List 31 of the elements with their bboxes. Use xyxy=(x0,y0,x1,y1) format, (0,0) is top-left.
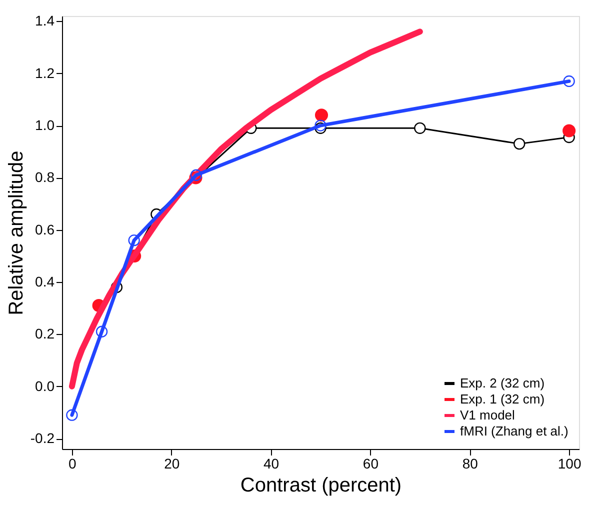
x-tick-label: 100 xyxy=(558,456,582,472)
x-tick-label: 40 xyxy=(264,456,280,472)
x-axis-title: Contrast (percent) xyxy=(240,474,402,496)
point xyxy=(190,169,202,181)
point xyxy=(563,75,575,88)
point xyxy=(562,124,576,138)
y-tick-label: 1.0 xyxy=(35,117,55,134)
x-tick-label: 0 xyxy=(68,456,77,472)
point xyxy=(128,234,140,246)
x-tick-label: 80 xyxy=(462,456,478,472)
y-tick-label: 1.2 xyxy=(35,64,55,81)
x-tick-label: 20 xyxy=(164,456,180,472)
y-tick-label: -0.2 xyxy=(30,430,55,446)
x-tick-label: 60 xyxy=(362,456,379,472)
point xyxy=(514,138,526,150)
y-tick-label: 0.8 xyxy=(35,169,55,186)
point xyxy=(314,108,328,122)
y-tick-label: 0.2 xyxy=(35,326,55,342)
legend-label: fMRI (Zhang et al.) xyxy=(460,424,568,438)
y-tick-label: 0.4 xyxy=(35,274,55,290)
point xyxy=(414,122,426,134)
legend-label: Exp. 1 (32 cm) xyxy=(460,392,545,406)
y-tick-label: 1.4 xyxy=(35,12,55,29)
point xyxy=(96,326,108,338)
legend-label: V1 model xyxy=(460,408,516,422)
y-tick-label: 0.0 xyxy=(35,378,55,394)
point xyxy=(66,409,78,421)
y-axis-title: Relative amplitude xyxy=(5,150,28,316)
legend-label: Exp. 2 (32 cm) xyxy=(460,376,545,390)
y-tick-label: 0.6 xyxy=(35,221,55,238)
point xyxy=(314,120,326,132)
